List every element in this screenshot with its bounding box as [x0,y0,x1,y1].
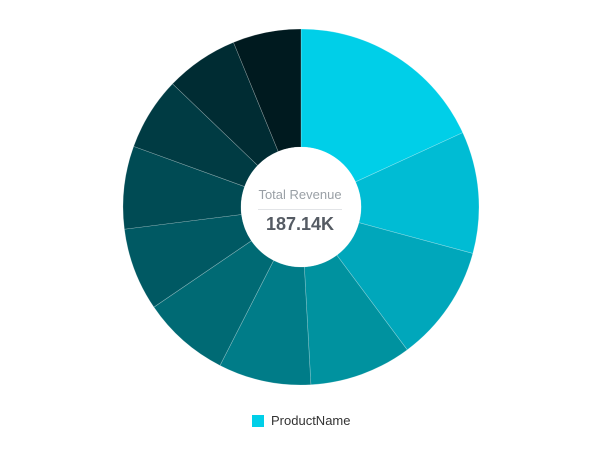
donut-slices [122,28,480,386]
legend: ProductName [252,413,350,428]
legend-label[interactable]: ProductName [271,413,351,428]
center-title: Total Revenue [258,187,342,202]
center-divider [258,209,342,210]
donut-hole [241,147,361,267]
center-value: 187.14K [265,214,335,234]
legend-swatch[interactable] [252,414,264,427]
donut-slice-1[interactable] [300,28,464,183]
